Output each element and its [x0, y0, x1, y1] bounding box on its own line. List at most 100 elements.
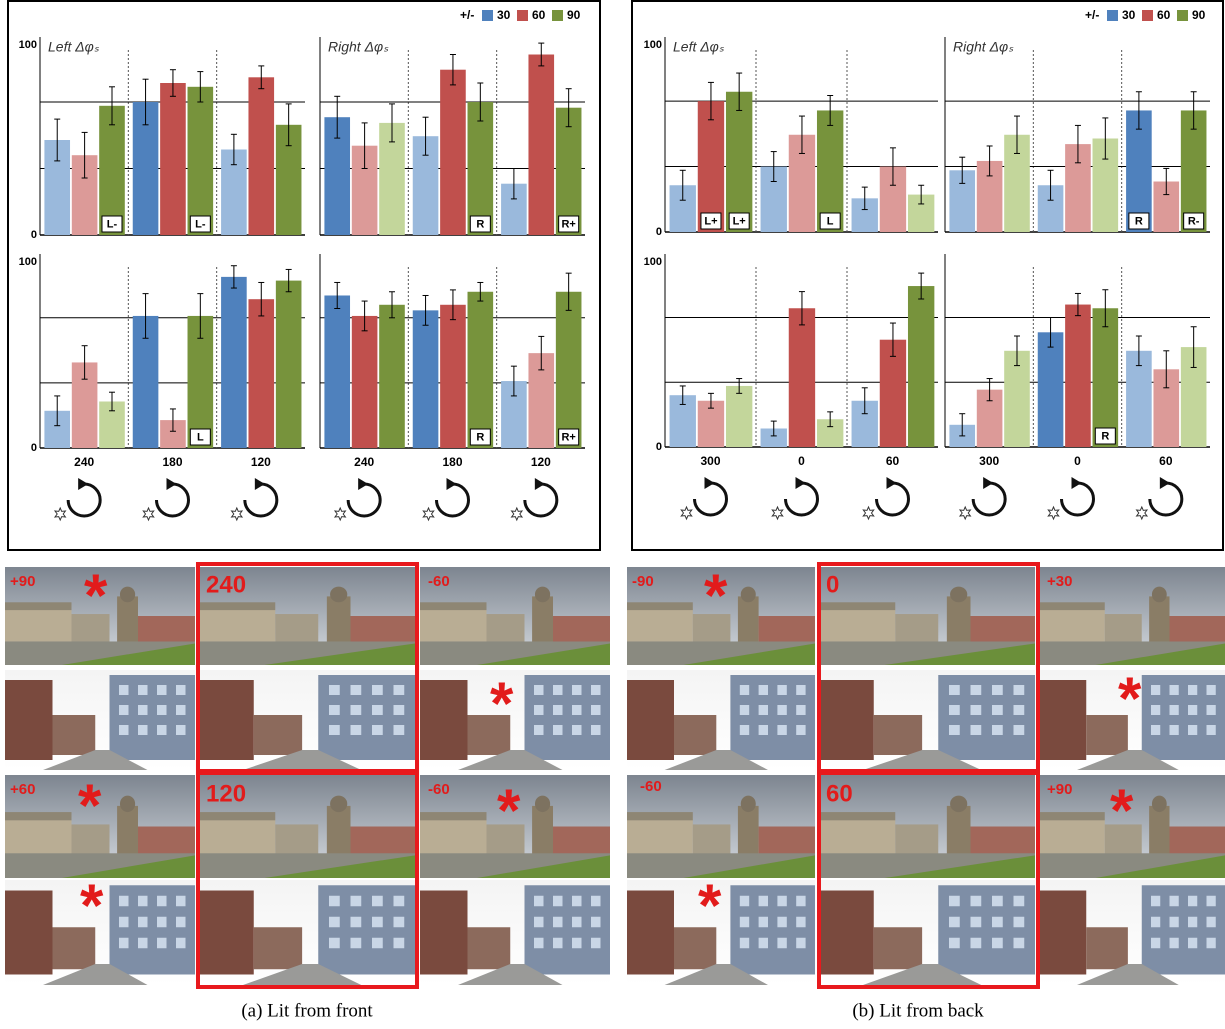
x-tick-label: 0 [798, 454, 805, 468]
legend-label: 30 [1122, 8, 1136, 22]
x-tick-label: 180 [442, 455, 462, 469]
bar-label: R+ [561, 431, 575, 443]
light-star [232, 508, 242, 520]
photo [820, 567, 1035, 665]
x-tick-label: 180 [162, 455, 182, 469]
chart-title: Right Δφₛ [953, 39, 1014, 55]
bar [248, 77, 274, 235]
rotation-icon [348, 484, 380, 516]
y-tick-label: 100 [644, 256, 662, 268]
bar [188, 87, 214, 235]
bar [556, 292, 582, 448]
legend-title: +/- [460, 8, 474, 22]
rotation-arrowhead [705, 477, 715, 489]
bar [468, 292, 494, 448]
bar [468, 102, 494, 235]
bar [352, 316, 378, 448]
rotation-icon [1062, 483, 1094, 515]
rotation-icon [245, 484, 277, 516]
legend-swatch [1107, 10, 1118, 21]
legend-swatch [552, 10, 563, 21]
caption: (b) Lit from back [852, 1000, 984, 1021]
bar-label: L- [195, 218, 206, 230]
light-star [960, 507, 970, 519]
photo [420, 670, 610, 770]
x-tick-label: 300 [979, 454, 999, 468]
bar-label: R [476, 431, 484, 443]
caption: (a) Lit from front [241, 1000, 373, 1021]
bar [379, 305, 405, 448]
chart-title: Left Δφₛ [48, 39, 100, 55]
rotation-icon [973, 483, 1005, 515]
rotation-arrowhead [447, 478, 457, 490]
photo [5, 670, 195, 770]
panel-frame [8, 1, 600, 550]
rotation-arrowhead [983, 477, 993, 489]
photo-asterisk: * [497, 777, 521, 844]
bar-label: R [1101, 430, 1109, 442]
light-star [55, 508, 65, 520]
photo [200, 670, 415, 770]
legend-title: +/- [1085, 8, 1099, 22]
bar [1038, 332, 1064, 447]
photo-label: -60 [428, 573, 450, 590]
bar-label: L+ [733, 215, 746, 227]
bar [160, 83, 186, 235]
x-tick-label: 300 [700, 454, 720, 468]
bar-label: R [1135, 215, 1143, 227]
photo-asterisk: * [698, 872, 722, 939]
light-star [1137, 507, 1147, 519]
photo-asterisk: * [704, 562, 728, 629]
photo-asterisk: * [490, 670, 514, 737]
x-tick-label: 60 [886, 454, 900, 468]
photo [820, 880, 1035, 985]
y-tick-label: 100 [19, 256, 37, 268]
photo [1040, 880, 1225, 985]
legend-swatch [517, 10, 528, 21]
light-star [863, 507, 873, 519]
photo-label: 60 [826, 780, 853, 807]
bar-label: R [476, 218, 484, 230]
photo-label: +60 [10, 781, 35, 798]
bar [276, 281, 302, 448]
y-tick-label: 100 [19, 39, 37, 51]
x-tick-label: 120 [251, 455, 271, 469]
y-tick-label: 0 [656, 441, 662, 453]
light-star [423, 508, 433, 520]
legend-label: 60 [1157, 8, 1171, 22]
x-tick-label: 120 [531, 455, 551, 469]
legend-label: 90 [1192, 8, 1206, 22]
bar [248, 299, 274, 448]
bar [440, 70, 466, 235]
rotation-arrowhead [167, 478, 177, 490]
bar [908, 286, 934, 447]
rotation-icon [877, 483, 909, 515]
y-tick-label: 0 [31, 229, 37, 241]
chart-title: Left Δφₛ [673, 39, 725, 55]
rotation-icon [786, 483, 818, 515]
bar [324, 295, 350, 448]
legend-swatch [1177, 10, 1188, 21]
light-star [512, 508, 522, 520]
rotation-icon [437, 484, 469, 516]
bar-label: R+ [561, 218, 575, 230]
photo [627, 670, 815, 770]
bar [440, 305, 466, 448]
rotation-icon [525, 484, 557, 516]
photo [420, 880, 610, 985]
bar-label: R- [1188, 215, 1200, 227]
rotation-arrowhead [1072, 477, 1082, 489]
photo-label: -60 [428, 781, 450, 798]
photo-label: -60 [640, 778, 662, 795]
photo-asterisk: * [78, 772, 102, 839]
rotation-arrowhead [1160, 477, 1170, 489]
y-tick-label: 100 [644, 39, 662, 51]
photo-label: 120 [206, 780, 246, 807]
photo-asterisk: * [84, 562, 108, 629]
bar-label: L+ [704, 215, 717, 227]
light-star [681, 507, 691, 519]
bar [789, 308, 815, 447]
rotation-arrowhead [358, 478, 368, 490]
rotation-arrowhead [796, 477, 806, 489]
